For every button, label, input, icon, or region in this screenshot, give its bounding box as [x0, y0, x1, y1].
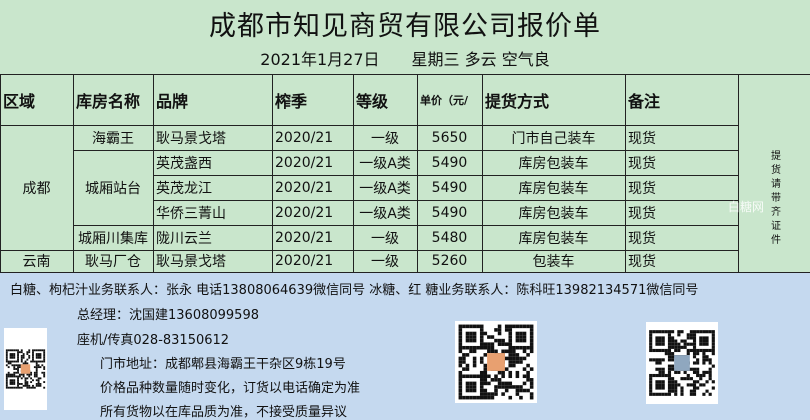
row-price: 5480 [431, 229, 468, 246]
row-grade: 一级 [371, 254, 399, 270]
row-note: 现货 [628, 180, 656, 197]
region-cell: 云南 [22, 254, 51, 270]
side-note: 提货请带齐证件 [768, 149, 780, 248]
row-note: 现货 [628, 254, 656, 270]
row-method: 包装车 [532, 254, 575, 270]
row-brand: 英茂龙江 [156, 180, 212, 197]
row-grade: 一级A类 [359, 180, 411, 197]
grid-line [73, 225, 153, 226]
grid-line [73, 75, 74, 272]
qr-code-2 [455, 321, 537, 403]
row-method: 门市自己装车 [511, 130, 596, 147]
row-season: 2020/21 [275, 204, 334, 221]
row-price: 5260 [431, 253, 468, 269]
warehouse-cell: 耿马厂仓 [85, 254, 141, 270]
header-cell: 区域 [3, 92, 36, 111]
row-brand: 华侨三菁山 [156, 205, 226, 222]
grid-line [738, 75, 739, 272]
row-grade: 一级A类 [359, 205, 411, 222]
qr-code-1 [4, 328, 47, 410]
grid-line [272, 75, 273, 272]
grid-line [482, 75, 483, 272]
phone-text: 座机/传真028-83150612 [77, 333, 230, 348]
row-note: 现货 [628, 155, 656, 172]
watermark: 白糖网 [728, 200, 765, 214]
row-note: 现货 [628, 230, 656, 247]
address-text: 门市地址：成都郫县海霸王干杂区9栋19号 [100, 357, 346, 372]
row-note: 现货 [628, 205, 656, 222]
row-brand: 耿马景戈塔 [156, 254, 226, 270]
grid-line [0, 250, 738, 251]
notice-quality: 所有货物以在库品质为准，不接受质量异议 [100, 405, 348, 420]
warehouse-cell: 城厢站台 [85, 180, 141, 197]
grid-line [353, 75, 354, 272]
row-grade: 一级A类 [359, 155, 411, 172]
row-method: 库房包装车 [518, 155, 589, 172]
page-title: 成都市知见商贸有限公司报价单 [209, 11, 601, 42]
row-price: 5490 [431, 204, 468, 221]
notice-price: 价格品种数量随时变化，订货以电话确定为准 [100, 381, 361, 396]
row-season: 2020/21 [275, 253, 334, 269]
grid-line [153, 225, 738, 226]
row-method: 库房包装车 [518, 180, 589, 197]
grid-line [0, 125, 738, 126]
date-weather: 2021年1月27日 星期三 多云 空气良 [260, 50, 550, 69]
grid-line [73, 150, 153, 151]
row-brand: 耿马景戈塔 [156, 130, 226, 147]
region-cell: 成都 [22, 180, 51, 197]
row-season: 2020/21 [275, 229, 334, 246]
grid-line [153, 200, 738, 201]
warehouse-cell: 城厢川集库 [78, 230, 148, 247]
row-brand: 陇川云兰 [156, 230, 212, 247]
row-price: 5490 [431, 179, 468, 196]
row-method: 库房包装车 [518, 230, 589, 247]
header-cell: 库房名称 [76, 92, 141, 111]
row-note: 现货 [628, 130, 656, 147]
row-price: 5650 [431, 129, 468, 146]
grid-line [153, 75, 154, 272]
grid-line [0, 75, 1, 272]
warehouse-cell: 海霸王 [92, 130, 134, 147]
header-cell: 备注 [628, 92, 661, 111]
contacts-text: 白糖、枸杞汁业务联系人：张永 电话13808064639微信同号 冰糖、红 糖业… [10, 283, 699, 298]
row-grade: 一级 [371, 230, 399, 247]
grid-line [153, 150, 738, 151]
row-season: 2020/21 [275, 154, 334, 171]
grid-line [417, 75, 418, 272]
row-price: 5490 [431, 154, 468, 171]
grid-line [0, 74, 810, 75]
header-cell: 等级 [356, 92, 389, 111]
grid-line [153, 175, 738, 176]
manager-text: 总经理：沈国建13608099598 [77, 308, 259, 323]
grid-line [625, 75, 626, 272]
header-cell: 品牌 [156, 92, 189, 111]
header-cell: 单价（元/ [420, 94, 469, 107]
row-season: 2020/21 [275, 179, 334, 196]
row-season: 2020/21 [275, 129, 334, 146]
header-cell: 榨季 [275, 92, 308, 111]
row-brand: 英茂盏西 [156, 155, 212, 172]
header-cell: 提货方式 [485, 92, 550, 111]
row-method: 库房包装车 [518, 205, 589, 222]
footer-contacts: 白糖、枸杞汁业务联系人：张永 电话13808064639微信同号 冰糖、红 糖业… [0, 272, 810, 420]
qr-code-3 [646, 322, 718, 404]
row-grade: 一级 [371, 130, 399, 147]
